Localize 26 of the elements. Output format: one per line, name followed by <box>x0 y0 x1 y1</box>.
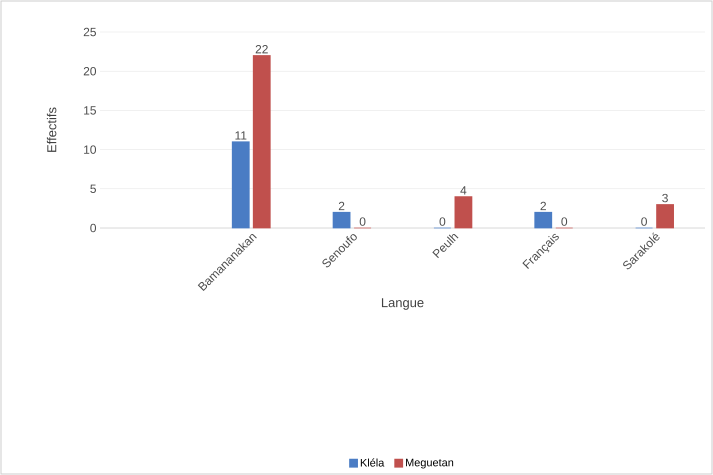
legend-label: Meguetan <box>406 458 454 468</box>
data-label: 0 <box>641 217 647 226</box>
bar <box>534 212 552 228</box>
y-tick-label: 10 <box>84 145 96 154</box>
data-label: 0 <box>440 217 446 226</box>
data-label: 0 <box>360 217 366 226</box>
data-label: 2 <box>540 202 546 210</box>
y-tick-label: 5 <box>90 184 96 193</box>
bar <box>332 212 350 228</box>
y-tick-label: 15 <box>84 106 96 115</box>
data-label: 0 <box>561 217 568 226</box>
y-tick-label: 0 <box>90 224 96 232</box>
data-label: 11 <box>235 131 246 140</box>
bar <box>232 141 250 228</box>
data-label: 2 <box>338 202 344 210</box>
data-label: 3 <box>662 194 668 202</box>
data-label: 22 <box>256 44 268 54</box>
data-label: 4 <box>460 186 466 194</box>
bar <box>252 55 271 228</box>
bar <box>454 196 472 228</box>
y-tick-label: 20 <box>84 66 96 76</box>
bar <box>656 204 674 228</box>
y-axis-title: Effectifs <box>46 108 56 152</box>
x-axis-title: Langue <box>382 298 424 310</box>
legend-label: Kléla <box>360 458 384 467</box>
y-tick-label: 25 <box>84 28 96 36</box>
